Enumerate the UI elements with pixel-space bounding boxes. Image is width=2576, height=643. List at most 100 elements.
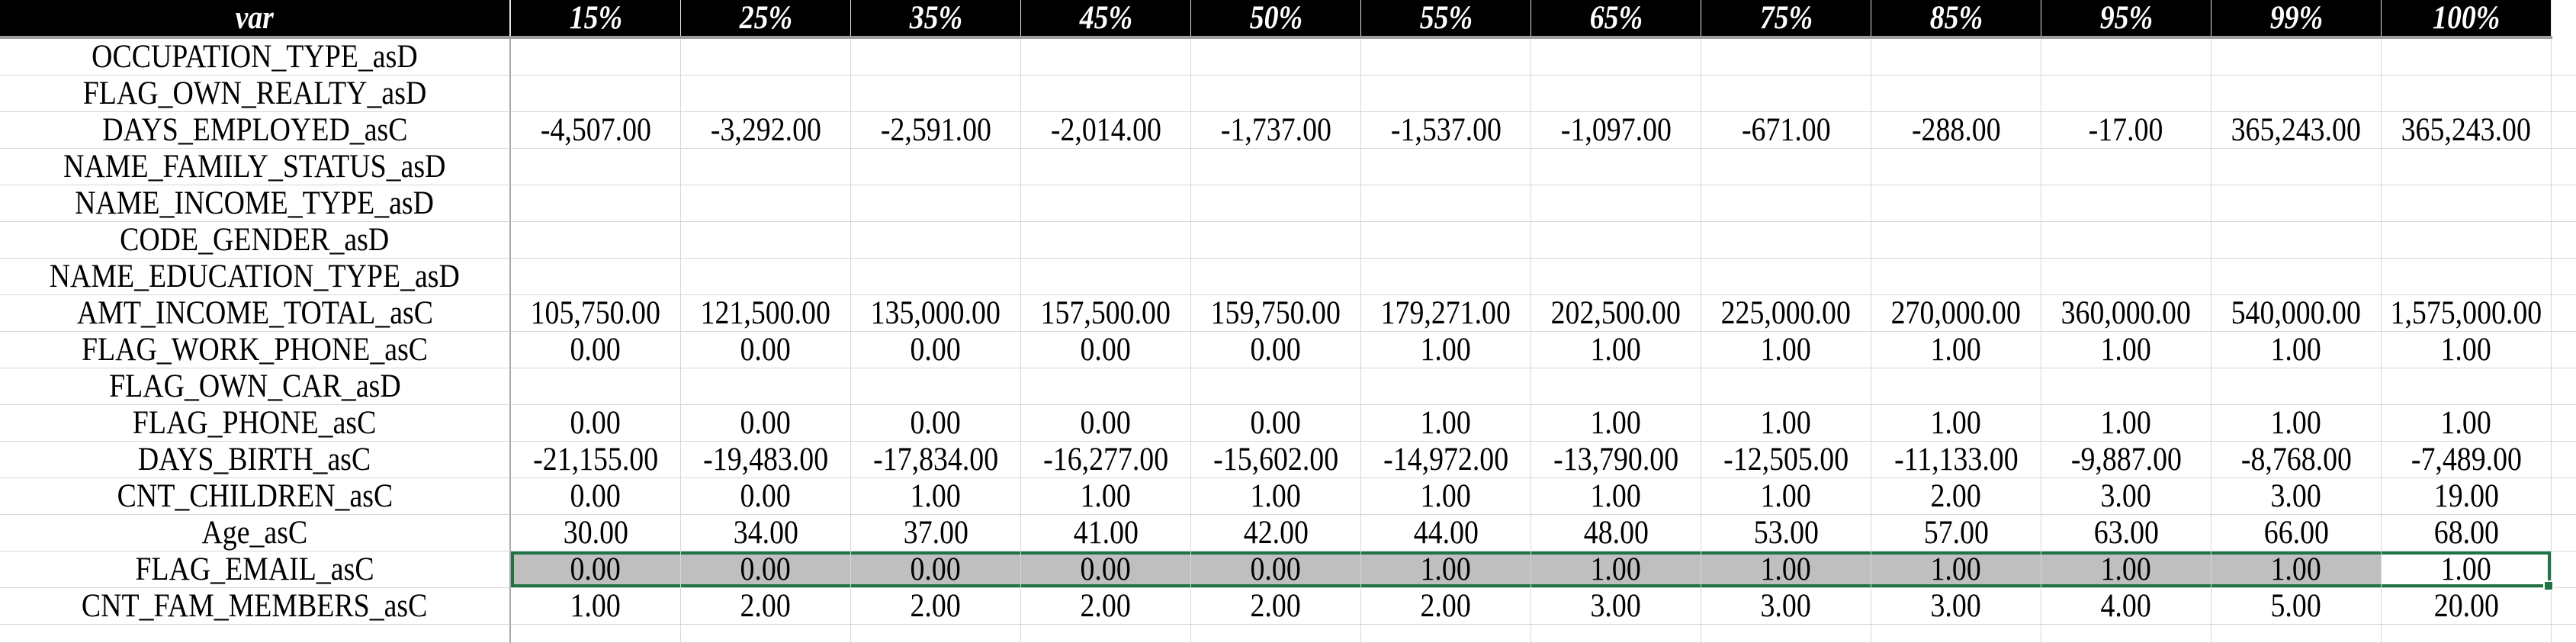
empty-cell[interactable]: [1021, 625, 1191, 643]
value-cell[interactable]: [2382, 185, 2552, 222]
value-cell[interactable]: 3.00: [1531, 588, 1701, 625]
value-cell[interactable]: [1191, 76, 1361, 112]
column-header-percentile[interactable]: 50%: [1191, 0, 1361, 36]
column-header-percentile[interactable]: 45%: [1021, 0, 1191, 36]
value-cell[interactable]: [1191, 185, 1361, 222]
value-cell[interactable]: -671.00: [1701, 112, 1871, 149]
value-cell[interactable]: [681, 39, 851, 76]
empty-cell[interactable]: [2041, 625, 2211, 643]
selected-cell[interactable]: 0.00: [851, 551, 1021, 588]
value-cell[interactable]: 0.00: [1191, 332, 1361, 368]
value-cell[interactable]: [1021, 76, 1191, 112]
column-header-percentile[interactable]: 85%: [1871, 0, 2041, 36]
value-cell[interactable]: 202,500.00: [1531, 295, 1701, 332]
empty-cell[interactable]: [2552, 588, 2576, 625]
value-cell[interactable]: 2.00: [851, 588, 1021, 625]
value-cell[interactable]: 3.00: [1871, 588, 2041, 625]
value-cell[interactable]: 1.00: [1191, 478, 1361, 515]
value-cell[interactable]: -13,790.00: [1531, 442, 1701, 478]
value-cell[interactable]: 1.00: [1361, 478, 1531, 515]
value-cell[interactable]: 1.00: [1531, 478, 1701, 515]
selected-cell[interactable]: 0.00: [681, 551, 851, 588]
value-cell[interactable]: 1.00: [2382, 405, 2552, 442]
value-cell[interactable]: -8,768.00: [2211, 442, 2382, 478]
value-cell[interactable]: 2.00: [1361, 588, 1531, 625]
value-cell[interactable]: [511, 259, 681, 295]
value-cell[interactable]: -1,737.00: [1191, 112, 1361, 149]
value-cell[interactable]: [1361, 368, 1531, 405]
value-cell[interactable]: -7,489.00: [2382, 442, 2552, 478]
selected-cell[interactable]: 0.00: [1021, 551, 1191, 588]
row-label-cell[interactable]: CNT_FAM_MEMBERS_asC: [0, 588, 511, 625]
value-cell[interactable]: [2041, 259, 2211, 295]
value-cell[interactable]: [681, 259, 851, 295]
value-cell[interactable]: 4.00: [2041, 588, 2211, 625]
value-cell[interactable]: [2041, 39, 2211, 76]
column-header-percentile[interactable]: 35%: [851, 0, 1021, 36]
selected-cell[interactable]: 1.00: [1871, 551, 2041, 588]
value-cell[interactable]: [2382, 39, 2552, 76]
empty-cell[interactable]: [2211, 625, 2382, 643]
value-cell[interactable]: -1,097.00: [1531, 112, 1701, 149]
row-label-cell[interactable]: FLAG_OWN_REALTY_asD: [0, 76, 511, 112]
column-header-percentile[interactable]: 100%: [2382, 0, 2552, 36]
empty-cell[interactable]: [2552, 222, 2576, 259]
value-cell[interactable]: [2211, 39, 2382, 76]
value-cell[interactable]: 2.00: [1021, 588, 1191, 625]
value-cell[interactable]: [1871, 185, 2041, 222]
value-cell[interactable]: [851, 76, 1021, 112]
value-cell[interactable]: [1531, 185, 1701, 222]
value-cell[interactable]: [2382, 222, 2552, 259]
value-cell[interactable]: 0.00: [1021, 332, 1191, 368]
empty-cell[interactable]: [2552, 39, 2576, 76]
value-cell[interactable]: [851, 39, 1021, 76]
value-cell[interactable]: 53.00: [1701, 515, 1871, 551]
value-cell[interactable]: [1871, 39, 2041, 76]
value-cell[interactable]: [1191, 149, 1361, 185]
empty-cell[interactable]: [2552, 405, 2576, 442]
value-cell[interactable]: [681, 76, 851, 112]
value-cell[interactable]: [1871, 76, 2041, 112]
value-cell[interactable]: 540,000.00: [2211, 295, 2382, 332]
value-cell[interactable]: -12,505.00: [1701, 442, 1871, 478]
value-cell[interactable]: [1021, 39, 1191, 76]
value-cell[interactable]: 19.00: [2382, 478, 2552, 515]
value-cell[interactable]: [1191, 39, 1361, 76]
empty-cell[interactable]: [511, 625, 681, 643]
value-cell[interactable]: 0.00: [681, 332, 851, 368]
value-cell[interactable]: [2211, 76, 2382, 112]
value-cell[interactable]: [1531, 149, 1701, 185]
value-cell[interactable]: [851, 185, 1021, 222]
value-cell[interactable]: [1021, 368, 1191, 405]
value-cell[interactable]: [1361, 185, 1531, 222]
row-label-cell[interactable]: FLAG_OWN_CAR_asD: [0, 368, 511, 405]
value-cell[interactable]: [1701, 185, 1871, 222]
empty-cell[interactable]: [2552, 185, 2576, 222]
row-label-cell[interactable]: CODE_GENDER_asD: [0, 222, 511, 259]
value-cell[interactable]: [1191, 368, 1361, 405]
value-cell[interactable]: 1,575,000.00: [2382, 295, 2552, 332]
empty-cell[interactable]: [2552, 295, 2576, 332]
row-label-cell[interactable]: FLAG_WORK_PHONE_asC: [0, 332, 511, 368]
value-cell[interactable]: [1021, 185, 1191, 222]
value-cell[interactable]: 1.00: [1361, 332, 1531, 368]
value-cell[interactable]: 66.00: [2211, 515, 2382, 551]
value-cell[interactable]: 3.00: [2041, 478, 2211, 515]
row-label-cell[interactable]: DAYS_BIRTH_asC: [0, 442, 511, 478]
row-label-cell[interactable]: DAYS_EMPLOYED_asC: [0, 112, 511, 149]
value-cell[interactable]: 360,000.00: [2041, 295, 2211, 332]
row-label-cell[interactable]: NAME_FAMILY_STATUS_asD: [0, 149, 511, 185]
row-label-cell[interactable]: FLAG_EMAIL_asC: [0, 551, 511, 588]
value-cell[interactable]: [1701, 222, 1871, 259]
value-cell[interactable]: 0.00: [511, 405, 681, 442]
value-cell[interactable]: [2211, 185, 2382, 222]
value-cell[interactable]: 0.00: [511, 478, 681, 515]
value-cell[interactable]: [511, 39, 681, 76]
value-cell[interactable]: 1.00: [2211, 405, 2382, 442]
value-cell[interactable]: -2,014.00: [1021, 112, 1191, 149]
value-cell[interactable]: [511, 76, 681, 112]
value-cell[interactable]: -288.00: [1871, 112, 2041, 149]
value-cell[interactable]: [851, 149, 1021, 185]
value-cell[interactable]: [1701, 76, 1871, 112]
value-cell[interactable]: [1531, 368, 1701, 405]
